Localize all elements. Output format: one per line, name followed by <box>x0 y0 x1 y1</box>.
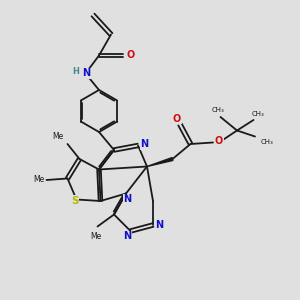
Text: N: N <box>140 139 149 149</box>
Text: N: N <box>82 68 90 79</box>
Text: N: N <box>155 220 164 230</box>
Text: S: S <box>71 196 79 206</box>
Text: O: O <box>215 136 223 146</box>
Text: H: H <box>73 67 79 76</box>
Text: N: N <box>123 194 132 205</box>
Text: CH₃: CH₃ <box>211 107 224 113</box>
Text: CH₃: CH₃ <box>252 111 264 117</box>
Polygon shape <box>147 158 173 166</box>
Text: Me: Me <box>90 232 102 241</box>
Text: Me: Me <box>33 176 44 184</box>
Text: O: O <box>126 50 135 61</box>
Text: Me: Me <box>53 132 64 141</box>
Text: N: N <box>123 231 132 242</box>
Text: O: O <box>173 113 181 124</box>
Text: CH₃: CH₃ <box>260 139 273 145</box>
